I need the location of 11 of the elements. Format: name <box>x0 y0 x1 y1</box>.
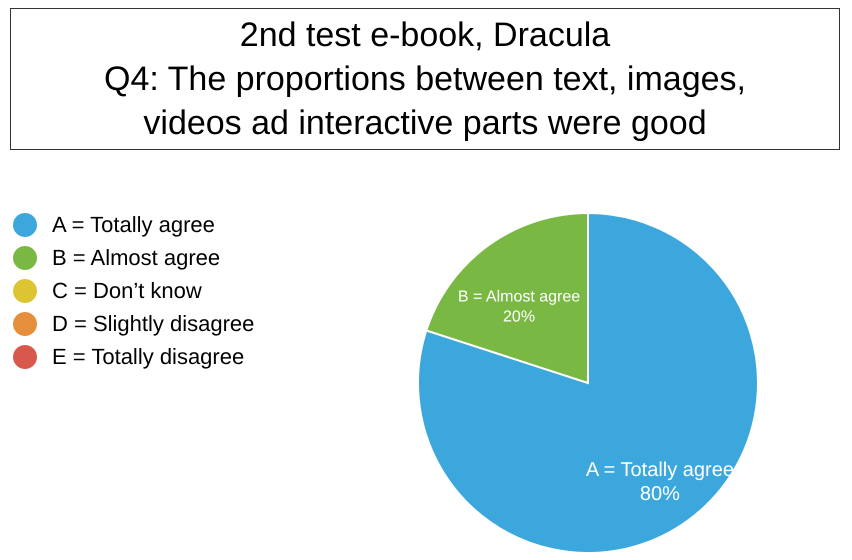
slice-label: B = Almost agree <box>458 288 580 306</box>
legend-label: D = Slightly disagree <box>52 310 254 336</box>
legend-label: C = Don’t know <box>52 278 202 304</box>
data-label: 80% <box>640 483 680 506</box>
chart-subtitle: Q4: The proportions between text, images, videos ad interactive parts were good <box>103 59 747 144</box>
legend-label: E = Totally disagree <box>52 344 244 370</box>
slice-label: A = Totally agree <box>586 459 734 482</box>
data-label: 20% <box>503 308 536 326</box>
legend-label: B = Almost agree <box>52 244 220 270</box>
legend-label: A = Totally agree <box>52 212 215 238</box>
chart-title: 2nd test e-book, Dracula <box>238 15 612 56</box>
